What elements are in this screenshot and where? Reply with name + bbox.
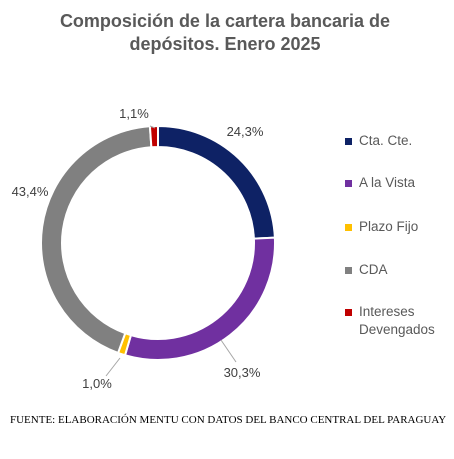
slice-cda — [40, 125, 153, 355]
data-label-cda: 43,4% — [12, 184, 49, 199]
legend-swatch-cta-cte — [345, 138, 352, 145]
leader-line-plazo-fijo — [105, 357, 121, 377]
slice-cta-cte — [157, 124, 276, 240]
legend-swatch-intereses-devengados — [345, 309, 352, 316]
legend-label-cda: CDA — [359, 262, 388, 277]
data-label-cta-cte: 24,3% — [227, 124, 264, 139]
leader-line-a-la-vista — [220, 339, 237, 363]
slice-intereses-devengados — [148, 124, 159, 149]
chart-title: Composición de la cartera bancaria de de… — [59, 11, 391, 54]
donut-chart: 24,3% 30,3% 1,0% 43,4% 1,1% — [12, 106, 276, 391]
legend-label-a-la-vista: A la Vista — [359, 175, 416, 190]
data-label-plazo-fijo: 1,0% — [82, 376, 112, 391]
legend-label-intereses-devengados: Intereses Devengados — [359, 304, 435, 337]
source-note: FUENTE: ELABORACIÓN MENTU CON DATOS DEL … — [10, 414, 447, 426]
legend-swatch-cda — [345, 267, 352, 274]
data-label-a-la-vista: 30,3% — [224, 365, 261, 380]
legend-label-plazo-fijo: Plazo Fijo — [359, 219, 419, 234]
legend-swatch-a-la-vista — [345, 180, 352, 187]
legend-label-cta-cte: Cta. Cte. — [359, 133, 413, 148]
leader-line-intereses-devengados — [149, 125, 156, 129]
slice-a-la-vista — [123, 236, 276, 361]
data-label-intereses-devengados: 1,1% — [119, 106, 149, 121]
legend-swatch-plazo-fijo — [345, 224, 352, 231]
